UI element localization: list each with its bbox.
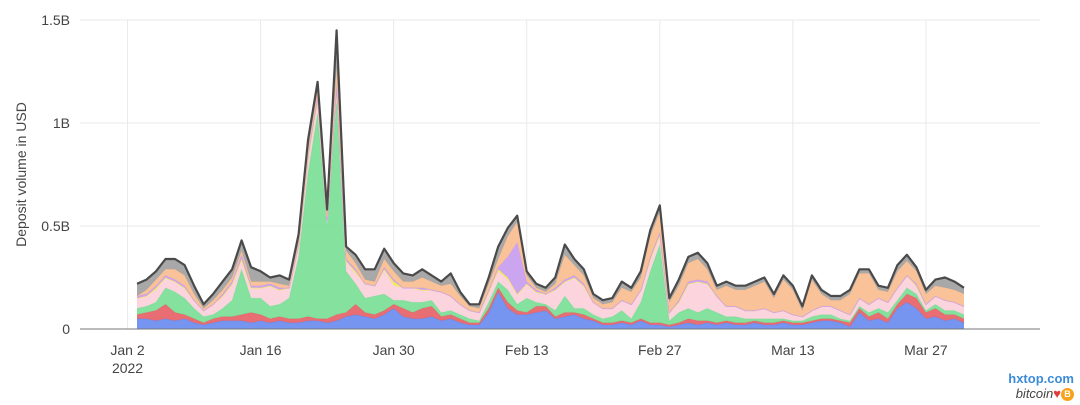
watermark: hxtop.com bitcoin♥ B [1008,371,1074,401]
x-tick-label: Jan 16 [240,342,282,358]
bitcoin-coin-icon: B [1061,388,1074,401]
area-series-2 [137,98,964,325]
x-tick-label: Jan 30 [373,342,415,358]
x-tick-label: Feb 27 [638,342,682,358]
x-tick-label: Mar 13 [771,342,815,358]
total-outline-line [136,29,965,308]
area-series-0 [137,291,964,329]
area-series-group [136,29,965,329]
y-tick-label: 0 [62,321,70,337]
axes: 0 0.5B 1B 1.5B Jan 2 2022 Jan 16 Jan 30 Feb 13 Fe… [13,12,1040,376]
y-tick-label: 0.5B [41,218,70,234]
area-series-6 [137,67,964,317]
x-tick-label: Mar 27 [904,342,948,358]
y-axis-label: Deposit volume in USD [13,102,29,247]
watermark-brand-line: bitcoin♥ B [1008,386,1074,401]
y-tick-label: 1.5B [41,12,70,28]
heart-icon: ♥ [1053,385,1061,401]
grid-lines [80,19,1040,329]
area-series-1 [137,287,964,327]
x-tick-label: Feb 13 [505,342,549,358]
x-tick-label: Jan 2 [110,342,144,358]
watermark-brand: bitcoin [1015,385,1054,401]
watermark-site: hxtop.com [1008,370,1074,386]
y-tick-label: 1B [53,115,70,131]
x-tick-sublabel: 2022 [112,360,143,376]
